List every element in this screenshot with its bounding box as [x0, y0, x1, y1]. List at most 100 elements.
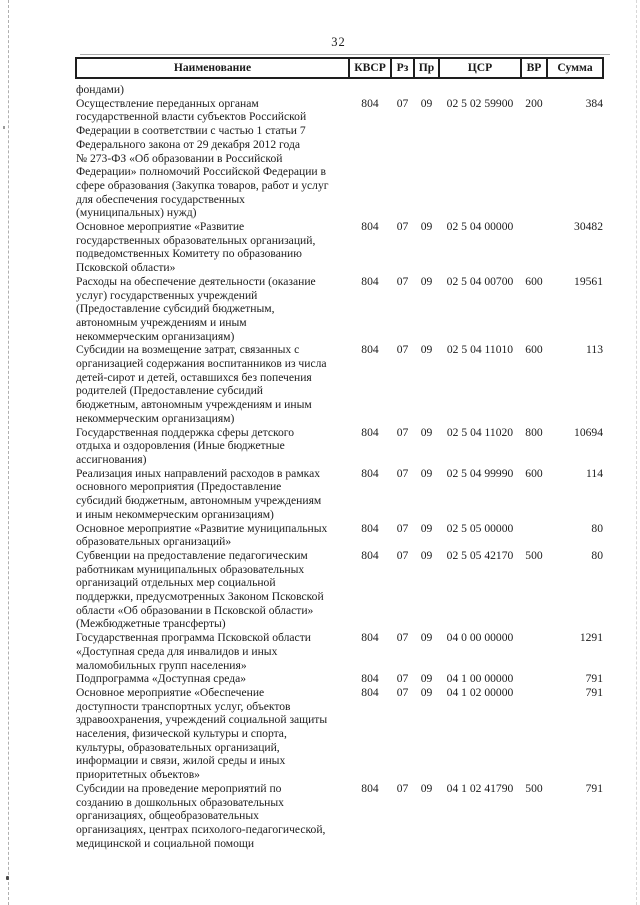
row-csr-cell: 02 5 02 59900 — [446, 96, 514, 110]
row-vr-cell: 800 — [525, 425, 543, 439]
column-header-summa: Сумма — [546, 57, 604, 79]
table-row: Субсидии на возмещение затрат, связанных… — [76, 343, 603, 425]
row-summa-cell: 114 — [586, 466, 603, 480]
row-rz-cell: 07 — [396, 466, 409, 480]
row-rz-cell: 07 — [396, 631, 409, 645]
column-header-rz: Рз — [390, 57, 415, 79]
row-summa-cell: 791 — [585, 672, 603, 686]
row-rz-cell: 07 — [396, 672, 409, 686]
row-kvsr-cell: 804 — [361, 274, 379, 288]
table-row: Подпрограмма «Доступная среда» 804 07 09 04 … — [76, 672, 603, 686]
row-summa-cell: 113 — [586, 343, 603, 357]
row-vr-cell — [521, 686, 547, 782]
row-csr-cell: 04 1 00 00000 — [446, 672, 514, 686]
row-vr-cell — [521, 220, 547, 275]
table-row: Основное мероприятие «Обеспечение доступ… — [76, 686, 603, 782]
column-header-csr: ЦСР — [438, 57, 522, 79]
column-header-vr: ВР — [520, 57, 548, 79]
row-csr-cell: 04 0 00 00000 — [446, 631, 514, 645]
row-summa-cell: 80 — [591, 521, 603, 535]
header-row: Наименование КВСР Рз Пр ЦСР ВР Сумма — [75, 57, 604, 79]
row-rz-cell: 07 — [396, 685, 409, 699]
scan-speck — [6, 876, 9, 880]
row-pr-cell: 09 — [420, 548, 433, 562]
row-summa-cell: 791 — [585, 685, 603, 699]
table-row: Государственная поддержка сферы детского… — [76, 426, 603, 467]
row-summa-cell: 19561 — [574, 274, 603, 288]
scan-artifact-left-edge — [8, 0, 9, 905]
row-summa-cell — [547, 78, 603, 97]
row-name-cell: Основное мероприятие «Развитие муниципал… — [76, 521, 328, 549]
row-name-cell: Субвенции на предоставление педагогическ… — [76, 548, 324, 631]
row-vr-cell: 200 — [525, 96, 543, 110]
row-kvsr-cell — [349, 78, 391, 97]
row-summa-cell: 384 — [585, 96, 603, 110]
row-csr-cell — [439, 78, 521, 97]
row-pr-cell: 09 — [420, 96, 433, 110]
row-pr-cell: 09 — [420, 781, 433, 795]
row-csr-cell: 02 5 04 11020 — [446, 425, 514, 439]
table-row: Расходы на обеспечение деятельности (ока… — [76, 275, 603, 344]
budget-table-header: Наименование КВСР Рз Пр ЦСР ВР Сумма — [75, 57, 604, 79]
row-pr-cell: 09 — [420, 685, 433, 699]
column-header-name: Наименование — [75, 57, 350, 79]
row-csr-cell: 02 5 05 42170 — [446, 548, 514, 562]
row-kvsr-cell: 804 — [361, 781, 379, 795]
scan-artifact-header-ghost-line — [80, 54, 610, 55]
row-kvsr-cell: 804 — [361, 631, 379, 645]
row-vr-cell: 600 — [525, 274, 543, 288]
budget-table-body: фондами) Осуществление переданных органам… — [76, 78, 603, 850]
row-summa-cell: 80 — [591, 548, 603, 562]
row-csr-cell: 04 1 02 00000 — [446, 685, 514, 699]
row-rz-cell: 07 — [396, 96, 409, 110]
row-kvsr-cell: 804 — [361, 521, 379, 535]
row-name-cell: Реализация иных направлений расходов в р… — [76, 466, 322, 521]
row-kvsr-cell: 804 — [361, 548, 379, 562]
table-row: Основное мероприятие «Развитие государст… — [76, 220, 603, 275]
row-pr-cell: 09 — [420, 672, 433, 686]
scan-speck — [3, 126, 5, 129]
row-summa-cell: 10694 — [574, 425, 603, 439]
row-name-cell: Государственная программа Псковской обла… — [76, 631, 311, 672]
row-kvsr-cell: 804 — [361, 425, 379, 439]
row-name-cell: Основное мероприятие «Обеспечение доступ… — [76, 685, 328, 782]
table-row: Основное мероприятие «Развитие муниципал… — [76, 522, 603, 549]
row-vr-cell: 600 — [525, 343, 543, 357]
row-rz-cell — [391, 78, 414, 97]
row-kvsr-cell: 804 — [361, 220, 379, 234]
row-rz-cell: 07 — [396, 521, 409, 535]
row-name-cell: Субсидии на возмещение затрат, связанных… — [76, 343, 327, 425]
row-vr-cell — [521, 522, 547, 549]
row-vr-cell: 600 — [525, 466, 543, 480]
row-rz-cell: 07 — [396, 548, 409, 562]
row-kvsr-cell: 804 — [361, 343, 379, 357]
row-rz-cell: 07 — [396, 274, 409, 288]
row-pr-cell: 09 — [420, 274, 433, 288]
page-number: 32 — [331, 35, 346, 49]
row-vr-cell — [521, 631, 547, 672]
table-row: Субсидии на проведение мероприятий по со… — [76, 782, 603, 851]
column-header-kvsr: КВСР — [348, 57, 392, 79]
row-rz-cell: 07 — [396, 343, 409, 357]
row-pr-cell: 09 — [420, 220, 433, 234]
row-rz-cell: 07 — [396, 781, 409, 795]
table-row: Реализация иных направлений расходов в р… — [76, 467, 603, 522]
row-csr-cell: 02 5 04 11010 — [446, 343, 514, 357]
row-csr-cell: 02 5 04 00000 — [446, 220, 514, 234]
row-kvsr-cell: 804 — [361, 685, 379, 699]
row-vr-cell — [521, 672, 547, 686]
row-kvsr-cell: 804 — [361, 96, 379, 110]
row-kvsr-cell: 804 — [361, 466, 379, 480]
row-pr-cell: 09 — [420, 425, 433, 439]
row-summa-cell: 791 — [585, 781, 603, 795]
row-kvsr-cell: 804 — [361, 672, 379, 686]
row-vr-cell: 500 — [525, 781, 543, 795]
row-pr-cell: 09 — [420, 631, 433, 645]
row-rz-cell: 07 — [396, 425, 409, 439]
row-summa-cell: 1291 — [579, 631, 603, 645]
scan-artifact-right-edge — [636, 0, 637, 905]
row-vr-cell — [521, 78, 547, 97]
row-name-cell: Расходы на обеспечение деятельности (ока… — [76, 274, 316, 343]
table-row: Осуществление переданных органам государ… — [76, 97, 603, 220]
table-row: Государственная программа Псковской обла… — [76, 631, 603, 672]
